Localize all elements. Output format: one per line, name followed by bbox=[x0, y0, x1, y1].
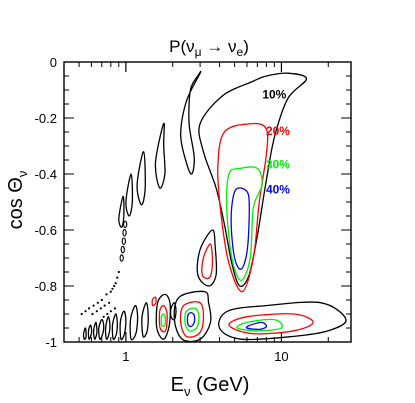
contour-label-40pct: 40% bbox=[266, 183, 290, 197]
contour-main-30pct bbox=[225, 166, 263, 282]
contour-side-10pct bbox=[218, 301, 347, 341]
contour-floor-10pct bbox=[87, 324, 93, 340]
contour-side-20pct bbox=[228, 313, 314, 335]
contour-main-10pct bbox=[198, 72, 308, 288]
title-suffix: ) bbox=[243, 37, 249, 56]
contour-floor-10pct bbox=[129, 304, 139, 341]
contour-dot bbox=[102, 315, 105, 318]
contour-label-30pct: 30% bbox=[266, 157, 290, 171]
contour-side-10pct bbox=[136, 150, 146, 206]
x-axis-title: Eν (GeV) bbox=[171, 374, 250, 399]
contour-dot bbox=[109, 310, 112, 313]
y-tick-label: -0.6 bbox=[35, 223, 57, 238]
y-tick-label: 0 bbox=[50, 55, 57, 70]
contour-lines bbox=[80, 70, 347, 342]
contour-side-10pct bbox=[155, 293, 171, 340]
contour-dot bbox=[92, 304, 95, 307]
contour-side-20pct bbox=[201, 243, 214, 280]
x-axis-title-main: E bbox=[171, 374, 184, 396]
x-axis-title-sub: ν bbox=[184, 384, 191, 399]
contour-dot bbox=[116, 276, 119, 279]
contour-dot bbox=[108, 301, 111, 304]
y-tick-label: -0.2 bbox=[35, 111, 57, 126]
contour-dot bbox=[95, 310, 98, 313]
contour-island bbox=[123, 220, 128, 229]
contour-side-10pct bbox=[154, 122, 166, 189]
contour-dot bbox=[103, 304, 106, 307]
title-prefix: P(ν bbox=[169, 37, 195, 56]
x-tick-label: 1 bbox=[122, 349, 129, 364]
contour-side-30pct bbox=[184, 307, 200, 332]
contour-floor-10pct bbox=[82, 327, 87, 340]
contour-side-10pct bbox=[125, 173, 134, 217]
contour-island bbox=[119, 254, 124, 262]
contour-side-10pct bbox=[180, 70, 202, 175]
y-axis-title: cos Θν bbox=[5, 171, 30, 230]
contour-side-40pct bbox=[245, 321, 268, 331]
plot-area: 10% 20% 30% 40% bbox=[63, 61, 352, 343]
contour-side-20pct bbox=[158, 304, 168, 333]
contour-side-30pct bbox=[236, 318, 283, 332]
contour-dot bbox=[105, 293, 108, 296]
contour-dot bbox=[111, 287, 114, 290]
y-tick-label: -0.4 bbox=[35, 167, 57, 182]
contour-label-20pct: 20% bbox=[266, 124, 290, 138]
contour-dot bbox=[106, 312, 109, 316]
contour-floor-10pct bbox=[92, 321, 98, 340]
contour-label-10pct: 10% bbox=[262, 87, 286, 101]
contour-side-40pct bbox=[186, 311, 196, 328]
contour-island bbox=[121, 237, 126, 245]
y-tick-label: -1 bbox=[45, 335, 57, 350]
contour-floor-10pct bbox=[98, 318, 105, 340]
contour-side-20pct bbox=[151, 296, 157, 307]
contour-main-40pct bbox=[230, 187, 250, 270]
y-axis-title-main: cos Θ bbox=[5, 177, 27, 229]
contour-dot bbox=[109, 290, 112, 293]
axis-ticks: 1 10 0 -0.2 -0.4 -0.6 -0.8 -1 bbox=[35, 55, 351, 364]
contour-floor-10pct bbox=[119, 310, 127, 341]
contour-side-30pct bbox=[160, 313, 167, 327]
contour-floor-10pct bbox=[104, 316, 111, 340]
x-tick-label: 10 bbox=[274, 349, 288, 364]
contour-dot bbox=[113, 284, 116, 288]
contour-dot bbox=[91, 312, 94, 316]
title-sub1: μ bbox=[195, 45, 202, 59]
contour-side-10pct bbox=[118, 195, 125, 228]
y-axis-title-sub: ν bbox=[15, 171, 30, 178]
contour-dot bbox=[96, 301, 99, 304]
contour-dot bbox=[113, 307, 117, 310]
contour-dot bbox=[100, 298, 103, 302]
contour-dot bbox=[80, 312, 83, 316]
contour-dot bbox=[114, 282, 117, 285]
contour-dot bbox=[88, 307, 91, 310]
contour-dot bbox=[99, 307, 102, 310]
contour-side-10pct bbox=[169, 302, 177, 321]
contour-side-20pct bbox=[179, 301, 205, 338]
chart-title: P(νμ → νe) bbox=[169, 37, 249, 59]
contour-dot bbox=[117, 270, 120, 274]
y-tick-label: -0.8 bbox=[35, 279, 57, 294]
contour-side-10pct bbox=[196, 229, 218, 287]
contour-island bbox=[122, 229, 127, 237]
contour-main-20pct bbox=[217, 122, 269, 293]
contour-dot bbox=[84, 310, 87, 313]
title-arrow: → ν bbox=[202, 37, 237, 56]
contour-island bbox=[120, 245, 125, 254]
plot-frame bbox=[63, 61, 352, 343]
title-sub2: e bbox=[237, 45, 244, 59]
x-axis-title-unit: (GeV) bbox=[190, 374, 249, 396]
contour-floor-10pct bbox=[141, 302, 149, 338]
contour-floor-10pct bbox=[111, 313, 118, 341]
contour-side-10pct bbox=[173, 290, 212, 342]
